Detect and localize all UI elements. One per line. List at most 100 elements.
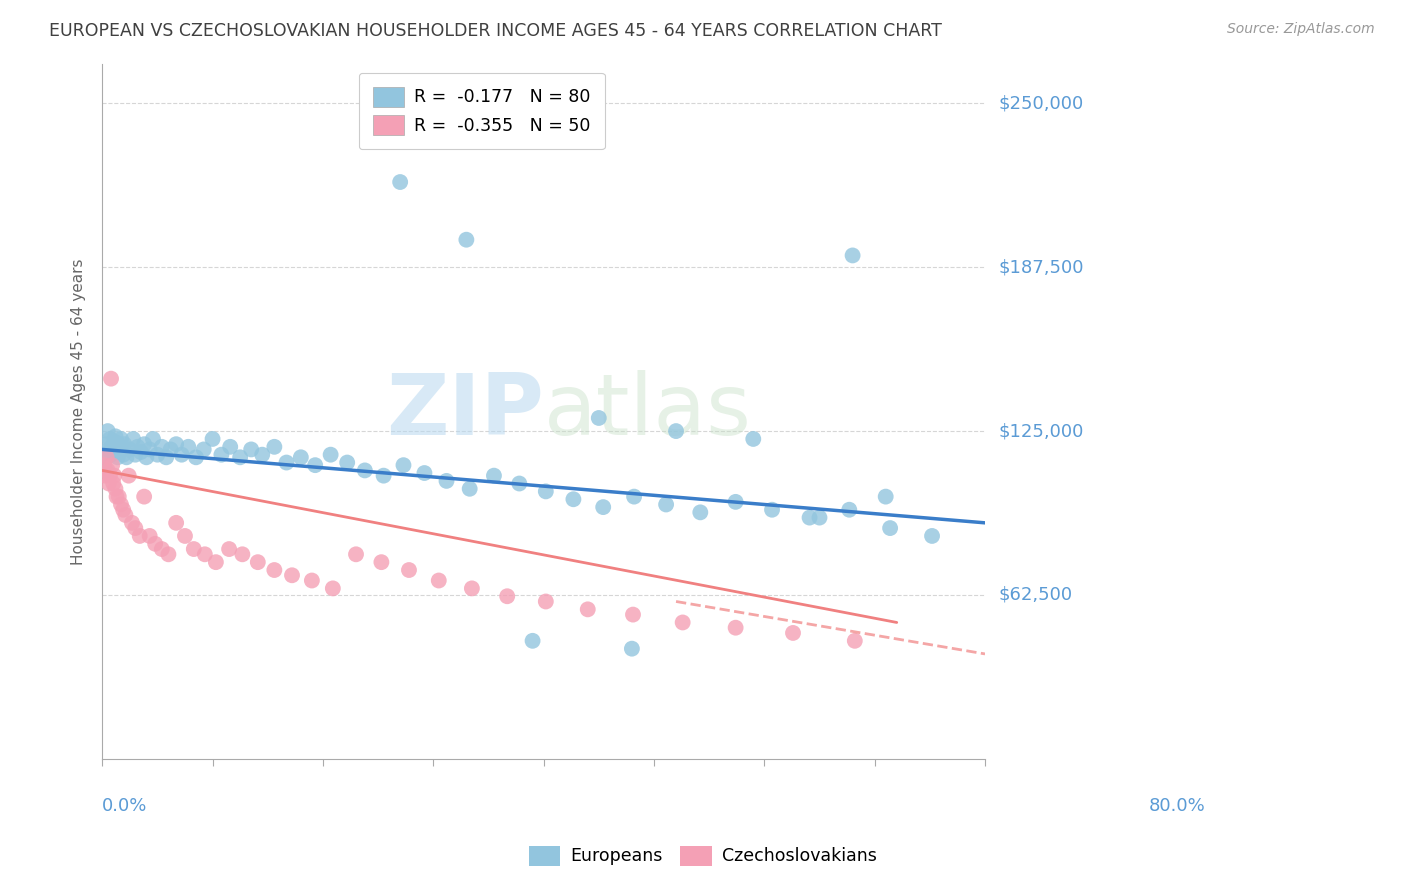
Point [194,547,217,561]
Point [127,440,149,454]
Point [112,502,135,516]
Point [124,448,146,462]
Point [118,468,141,483]
Point [209,448,232,462]
Point [761,502,783,516]
Point [392,458,415,472]
Point [353,463,375,477]
Point [108,445,131,459]
Point [263,440,285,454]
Point [344,547,367,561]
Point [623,490,645,504]
Point [150,440,173,454]
Point [107,450,129,465]
Point [534,484,557,499]
Point [461,582,484,596]
Point [219,440,242,454]
Point [592,500,614,515]
Point [301,574,323,588]
Point [879,521,901,535]
Point [482,468,505,483]
Text: ZIP: ZIP [385,370,544,453]
Point [373,468,395,483]
Point [138,529,160,543]
Point [93,450,115,465]
Point [240,442,263,457]
Point [100,448,122,462]
Text: 80.0%: 80.0% [1149,797,1206,815]
Point [921,529,943,543]
Point [458,482,481,496]
Point [98,468,121,483]
Point [150,542,173,557]
Point [562,492,585,507]
Point [142,432,165,446]
Point [174,529,197,543]
Point [97,476,120,491]
Point [290,450,312,465]
Point [103,468,125,483]
Point [742,432,765,446]
Point [96,450,118,465]
Point [115,450,138,465]
Point [655,498,678,512]
Text: Source: ZipAtlas.com: Source: ZipAtlas.com [1227,22,1375,37]
Point [105,490,128,504]
Point [252,448,274,462]
Y-axis label: Householder Income Ages 45 - 64 years: Householder Income Ages 45 - 64 years [72,258,86,565]
Point [159,442,181,457]
Point [672,615,695,630]
Point [183,542,205,557]
Text: $62,500: $62,500 [998,586,1073,604]
Point [103,476,125,491]
Point [281,568,304,582]
Point [621,607,644,622]
Text: $125,000: $125,000 [998,422,1084,440]
Point [107,437,129,451]
Point [576,602,599,616]
Point [105,440,128,454]
Text: $250,000: $250,000 [998,95,1084,112]
Point [138,442,160,457]
Point [456,233,478,247]
Legend: R =  -0.177   N = 80, R =  -0.355   N = 50: R = -0.177 N = 80, R = -0.355 N = 50 [359,73,605,149]
Text: EUROPEAN VS CZECHOSLOVAKIAN HOUSEHOLDER INCOME AGES 45 - 64 YEARS CORRELATION CH: EUROPEAN VS CZECHOSLOVAKIAN HOUSEHOLDER … [49,22,942,40]
Point [134,437,156,451]
Point [689,505,711,519]
Point [170,448,193,462]
Point [665,424,688,438]
Point [129,445,152,459]
Point [93,458,115,472]
Point [875,490,897,504]
Point [143,537,166,551]
Point [165,516,187,530]
Point [263,563,285,577]
Point [413,466,436,480]
Point [193,442,215,457]
Point [496,589,519,603]
Point [112,448,135,462]
Point [155,450,177,465]
Point [97,442,120,457]
Point [799,510,821,524]
Point [112,437,135,451]
Point [97,463,120,477]
Point [844,633,866,648]
Point [103,445,125,459]
Point [122,432,145,446]
Point [229,450,252,465]
Point [135,450,157,465]
Point [146,448,169,462]
Point [100,371,122,385]
Point [98,432,121,446]
Point [110,498,132,512]
Point [276,456,298,470]
Point [118,442,141,457]
Text: 0.0%: 0.0% [103,797,148,815]
Point [588,411,610,425]
Point [534,594,557,608]
Point [104,429,127,443]
Point [620,641,643,656]
Point [205,555,228,569]
Point [101,458,124,472]
